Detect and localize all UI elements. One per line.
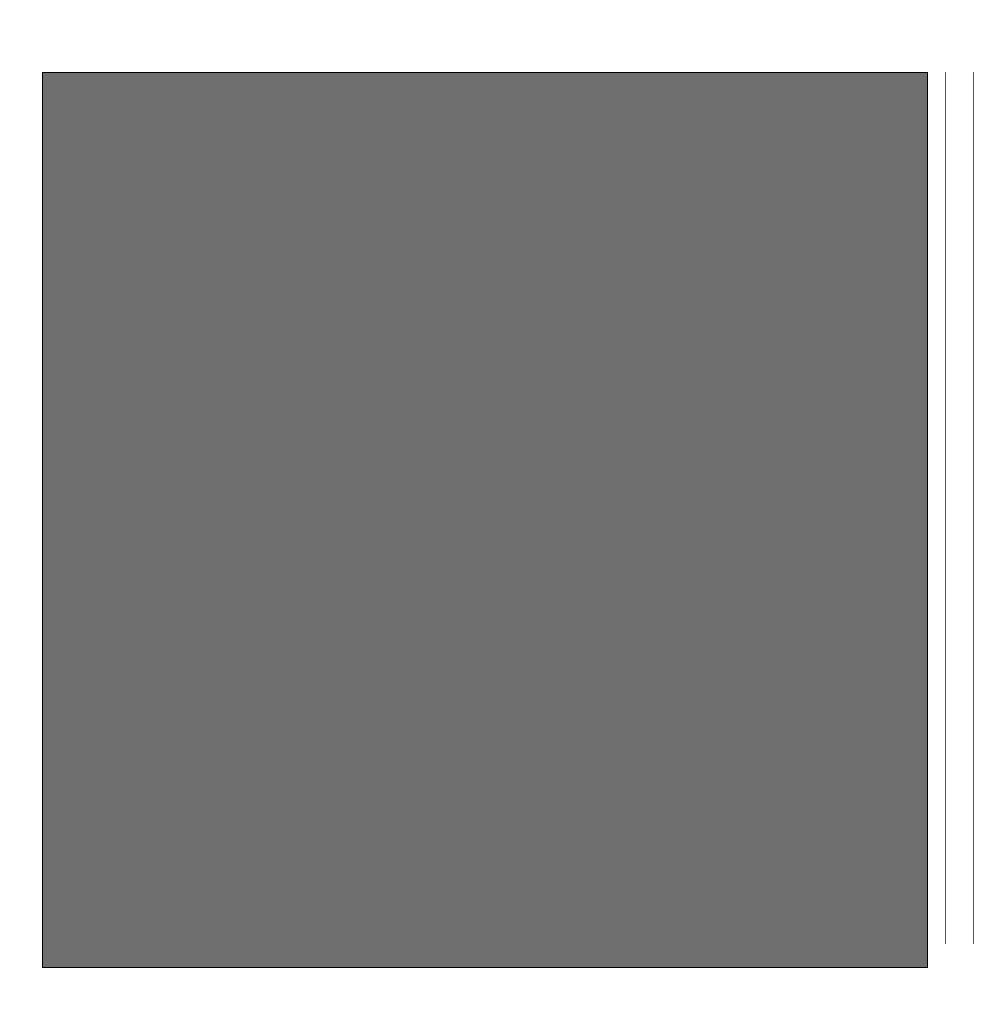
wind-barb-map — [42, 72, 928, 968]
map-plot-area[interactable] — [42, 72, 928, 968]
colorbar[interactable] — [945, 72, 974, 944]
